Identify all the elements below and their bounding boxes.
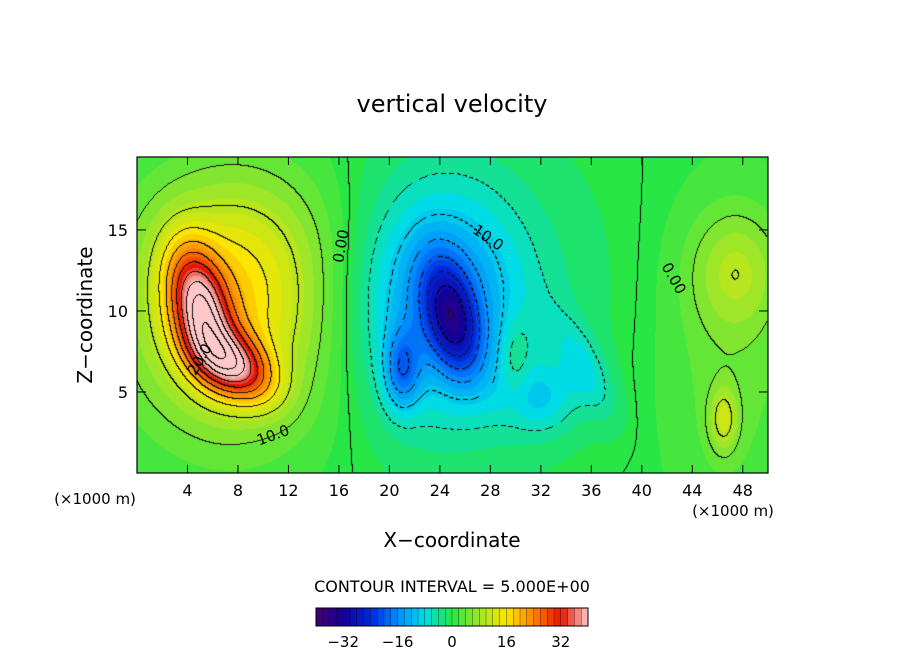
colorbar-cell (349, 607, 358, 627)
colorbar-tick-label: −32 (327, 633, 359, 651)
colorbar-cell (526, 607, 534, 627)
colorbar-cell (411, 607, 419, 627)
colorbar-cells (315, 607, 589, 627)
colorbar-tick-label: 0 (447, 633, 457, 651)
colorbar-cell (322, 607, 330, 627)
x-tick-label: 32 (531, 481, 551, 500)
colorbar-cell (424, 607, 432, 627)
x-tick-label: 24 (430, 481, 450, 500)
colorbar-cell (404, 607, 412, 627)
colorbar-cell (560, 607, 568, 627)
colorbar-cell (315, 607, 324, 627)
colorbar-cell (383, 607, 392, 627)
colorbar-cell (472, 607, 480, 627)
y-tick-label: 15 (108, 221, 128, 240)
plot-area: 20.010.00.00 10.00.00 (136, 156, 769, 474)
colorbar-cell (458, 607, 466, 627)
colorbar-cell (363, 607, 371, 627)
colorbar-cell (417, 607, 426, 627)
colorbar-cell (445, 607, 453, 627)
colorbar-cell (465, 607, 473, 627)
colorbar-cell (390, 607, 398, 627)
y-tick-label: 5 (118, 383, 128, 402)
colorbar-cell (492, 607, 500, 627)
colorbar-cell (581, 607, 589, 627)
colorbar-cell (553, 607, 562, 627)
colorbar-cell (567, 607, 575, 627)
colorbar-cell (499, 607, 507, 627)
x-tick-label: 48 (733, 481, 753, 500)
colorbar-ticks: −32 −16 0 16 32 (327, 633, 570, 651)
colorbar-cell (574, 607, 582, 627)
colorbar-cell (506, 607, 514, 627)
colorbar-tick-label: 32 (551, 633, 570, 651)
x-unit-label-right: (×1000 m) (692, 502, 774, 520)
x-axis-label: X−coordinate (383, 528, 520, 552)
colorbar-cell (533, 607, 541, 627)
colorbar-cell (513, 607, 521, 627)
colorbar-cell (540, 607, 548, 627)
plot-frame (136, 156, 769, 474)
colorbar-cell (377, 607, 385, 627)
colorbar-frame (315, 607, 589, 627)
x-tick-label: 36 (581, 481, 601, 500)
colorbar-cell (485, 607, 494, 627)
x-tick-label: 4 (182, 481, 192, 500)
x-unit-label-left: (×1000 m) (54, 490, 136, 508)
colorbar-cell (356, 607, 364, 627)
colorbar-tick-label: 16 (497, 633, 516, 651)
x-tick-label: 16 (329, 481, 349, 500)
colorbar-cell (397, 607, 405, 627)
x-tick-label: 12 (278, 481, 298, 500)
colorbar-cell (451, 607, 460, 627)
contour-label: 0.00 (329, 228, 353, 264)
colorbar-cell (343, 607, 351, 627)
colorbar-cell (370, 607, 378, 627)
x-tick-label: 40 (632, 481, 652, 500)
y-axis-label: Z−coordinate (73, 246, 97, 383)
contour-interval-text: CONTOUR INTERVAL = 5.000E+00 (314, 577, 590, 596)
colorbar-cell (431, 607, 439, 627)
chart-title: vertical velocity (357, 90, 548, 118)
x-tick-label: 8 (233, 481, 243, 500)
x-tick-label: 44 (682, 481, 702, 500)
y-tick-label: 10 (108, 302, 128, 321)
x-tick-label: 28 (480, 481, 500, 500)
x-tick-label: 20 (379, 481, 399, 500)
colorbar-cell (547, 607, 555, 627)
colorbar-tick-label: −16 (382, 633, 414, 651)
vertical-velocity-field (137, 157, 768, 473)
colorbar-cell (336, 607, 344, 627)
x-axis: 4 8 12 16 20 24 28 32 36 40 44 48 (182, 157, 753, 500)
y-axis: 5 10 15 (108, 221, 768, 402)
colorbar: −32 −16 0 16 32 (315, 607, 589, 651)
colorbar-cell (519, 607, 528, 627)
colorbar-cell (438, 607, 446, 627)
colorbar-cell (329, 607, 337, 627)
colorbar-cell (479, 607, 487, 627)
